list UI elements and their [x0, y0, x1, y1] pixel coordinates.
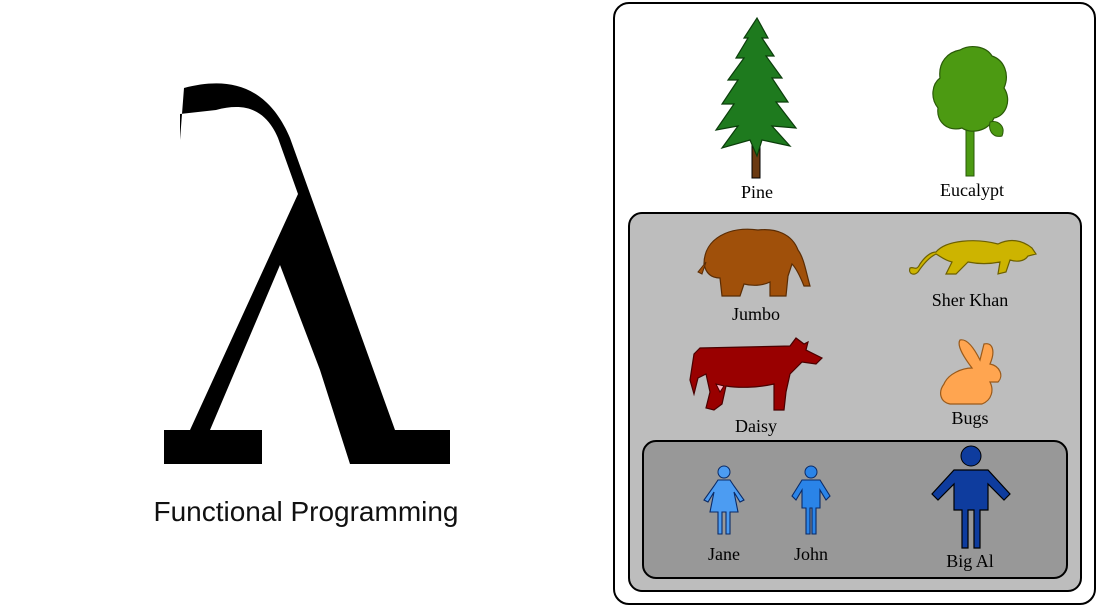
- big-cat-icon: [909, 239, 1037, 275]
- rabbit-icon: [940, 339, 1002, 405]
- lambda-symbol: [164, 83, 450, 464]
- eucalypt-label: Eucalypt: [940, 180, 1004, 200]
- eucalypt-tree-icon: [932, 46, 1009, 177]
- bugs-label: Bugs: [951, 408, 989, 428]
- sher-khan-label: Sher Khan: [931, 290, 1009, 310]
- elephant-icon: [697, 228, 811, 297]
- large-man-icon: [931, 445, 1011, 549]
- jumbo-label: Jumbo: [731, 304, 780, 324]
- cow-icon: [689, 337, 824, 411]
- john-label: John: [793, 544, 828, 564]
- woman-icon: [703, 465, 745, 535]
- pine-tree-icon: [714, 16, 798, 179]
- pine-label: Pine: [740, 182, 773, 202]
- big-al-label: Big Al: [946, 551, 994, 571]
- functional-programming-label: Functional Programming: [153, 496, 459, 527]
- man-icon: [791, 465, 831, 535]
- daisy-label: Daisy: [735, 416, 777, 436]
- jane-label: Jane: [708, 544, 740, 564]
